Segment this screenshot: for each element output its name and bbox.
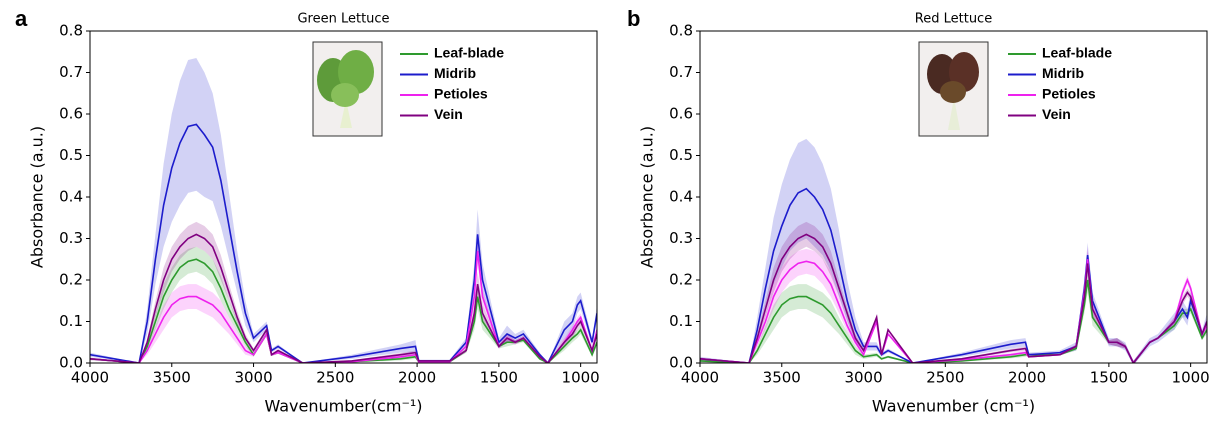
legend-label: Petioles bbox=[434, 86, 488, 102]
x-tick-label: 1500 bbox=[480, 369, 518, 387]
y-tick-label: 0.8 bbox=[669, 22, 693, 40]
error-band bbox=[700, 138, 1207, 363]
y-tick-label: 0.3 bbox=[59, 229, 83, 247]
x-tick-label: 1000 bbox=[562, 369, 600, 387]
error-band bbox=[700, 221, 1207, 363]
y-tick-label: 0.2 bbox=[669, 271, 693, 289]
legend-label: Leaf-blade bbox=[434, 45, 504, 61]
chart-title: Red Lettuce bbox=[915, 12, 992, 27]
chart-title: Green Lettuce bbox=[297, 12, 389, 27]
y-tick-label: 0.6 bbox=[669, 105, 693, 123]
series-line bbox=[90, 123, 597, 363]
series-line bbox=[700, 233, 1207, 363]
y-tick-label: 0.0 bbox=[669, 354, 693, 372]
y-tick-label: 0.5 bbox=[59, 146, 83, 164]
x-tick-label: 3500 bbox=[763, 369, 801, 387]
x-tick-label: 4000 bbox=[71, 369, 109, 387]
x-tick-label: 2500 bbox=[316, 369, 354, 387]
y-tick-label: 0.4 bbox=[59, 188, 83, 206]
x-tick-label: 4000 bbox=[681, 369, 719, 387]
error-band bbox=[90, 57, 597, 363]
x-tick-label: 1500 bbox=[1090, 369, 1128, 387]
error-band bbox=[90, 238, 597, 363]
x-tick-label: 1000 bbox=[1172, 369, 1210, 387]
y-axis-label: Absorbance (a.u.) bbox=[28, 126, 47, 268]
x-tick-label: 2000 bbox=[398, 369, 436, 387]
plot-area bbox=[700, 138, 1207, 363]
y-tick-label: 0.2 bbox=[59, 271, 83, 289]
inset-photo bbox=[918, 41, 989, 137]
y-tick-label: 0.8 bbox=[59, 22, 83, 40]
y-tick-label: 0.4 bbox=[669, 188, 693, 206]
x-axis-label: Wavenumber(cm⁻¹) bbox=[264, 397, 422, 416]
legend-label: Midrib bbox=[434, 65, 476, 81]
x-tick-label: 3000 bbox=[844, 369, 882, 387]
x-tick-label: 3000 bbox=[234, 369, 272, 387]
x-tick-label: 2000 bbox=[1008, 369, 1046, 387]
legend-label: Vein bbox=[1042, 106, 1071, 122]
legend-label: Leaf-blade bbox=[1042, 45, 1112, 61]
y-tick-label: 0.6 bbox=[59, 105, 83, 123]
error-band bbox=[700, 246, 1207, 363]
y-tick-label: 0.1 bbox=[59, 312, 83, 330]
y-tick-label: 0.1 bbox=[669, 312, 693, 330]
panel-label: a bbox=[15, 6, 28, 31]
y-tick-label: 0.7 bbox=[59, 63, 83, 81]
y-tick-label: 0.5 bbox=[669, 146, 693, 164]
legend-label: Vein bbox=[434, 106, 463, 122]
y-tick-label: 0.3 bbox=[669, 229, 693, 247]
y-tick-label: 0.7 bbox=[669, 63, 693, 81]
plot-area bbox=[90, 57, 597, 363]
panel-label: b bbox=[627, 6, 640, 31]
legend-label: Petioles bbox=[1042, 86, 1096, 102]
y-tick-label: 0.0 bbox=[59, 354, 83, 372]
legend-label: Midrib bbox=[1042, 65, 1084, 81]
series-line bbox=[90, 233, 597, 363]
x-axis-label: Wavenumber (cm⁻¹) bbox=[872, 397, 1035, 416]
x-tick-label: 2500 bbox=[926, 369, 964, 387]
y-axis-label: Absorbance (a.u.) bbox=[638, 126, 657, 268]
x-tick-label: 3500 bbox=[153, 369, 191, 387]
inset-photo bbox=[312, 41, 383, 137]
